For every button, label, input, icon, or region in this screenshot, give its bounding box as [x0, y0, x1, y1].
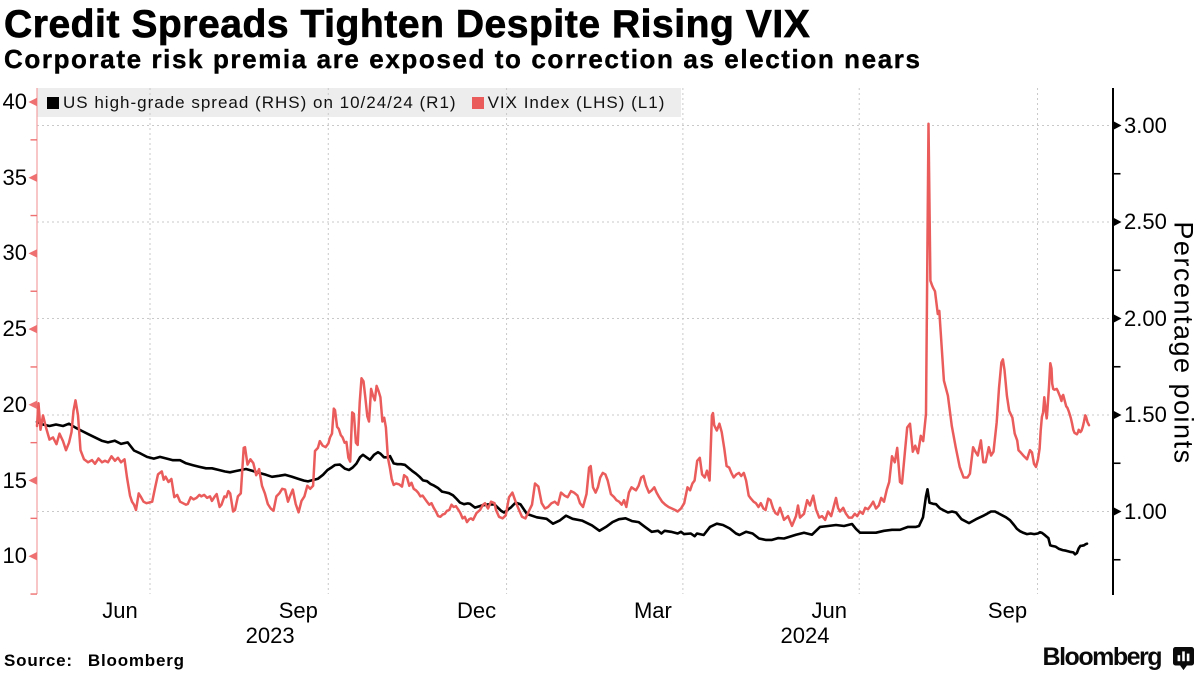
vix-index-line [35, 122, 1091, 528]
x-axis-month-label: Jun [811, 598, 847, 623]
x-axis-year-label: 2023 [245, 623, 295, 648]
right-axis-tick-arrow-icon [1113, 507, 1122, 516]
right-axis-tick-arrow-icon [1113, 410, 1122, 420]
left-axis-tick-arrow-icon [28, 400, 37, 409]
left-axis-tick-label: 10 [2, 543, 27, 569]
chart-title: Credit Spreads Tighten Despite Rising VI… [4, 3, 811, 47]
right-axis-title: Percentage points [1168, 221, 1199, 465]
left-axis-tick-arrow-icon [28, 249, 37, 258]
right-axis-tick-label: 2.50 [1124, 209, 1167, 234]
left-axis-tick-label: 40 [2, 89, 27, 114]
left-axis-tick-label: 30 [2, 240, 27, 266]
bloomberg-logo: Bloomberg [1043, 643, 1194, 672]
legend-item-vix-index: VIX Index (LHS) (L1) [471, 92, 666, 113]
left-axis-tick-label: 20 [2, 391, 27, 417]
right-axis-tick-arrow-icon [1113, 121, 1122, 130]
legend-swatch-red-square-icon [471, 96, 484, 109]
right-axis-tick-arrow-icon [1113, 217, 1122, 227]
x-axis-month-label: Sep [987, 598, 1028, 623]
source-attribution: Source: Bloomberg [4, 651, 185, 671]
left-axis-tick-label: 15 [2, 467, 27, 493]
us-high-grade-spread-line [35, 420, 1089, 556]
right-axis-tick-label: 1.50 [1124, 402, 1167, 427]
right-axis-tick-label: 2.00 [1124, 305, 1167, 331]
source-label: Source: [4, 651, 73, 670]
right-axis-tick-arrow-icon [1113, 314, 1122, 323]
x-axis-month-label: Dec [456, 598, 497, 623]
x-axis-month-label: Jun [102, 598, 138, 623]
legend: US high-grade spread (RHS) on 10/24/24 (… [37, 88, 681, 117]
legend-background [37, 88, 681, 117]
left-axis-tick-arrow-icon [28, 552, 37, 561]
legend-item-us-high-grade-spread: US high-grade spread (RHS) on 10/24/24 (… [47, 93, 457, 113]
left-axis-tick-arrow-icon [28, 324, 37, 334]
legend-item-label: US high-grade spread (RHS) on 10/24/24 (… [63, 92, 457, 112]
source-value: Bloomberg [87, 651, 185, 670]
bloomberg-wordmark: Bloomberg [1042, 643, 1163, 671]
left-axis-tick-arrow-icon [28, 173, 37, 182]
left-axis-tick-arrow-icon [28, 97, 37, 107]
right-axis-tick-label: 1.00 [1124, 498, 1167, 524]
bloomberg-chart-bubble-icon [1173, 646, 1194, 670]
left-axis-tick-label: 25 [2, 316, 27, 342]
legend-item-label: VIX Index (LHS) (L1) [487, 92, 666, 112]
right-axis-tick-label: 3.00 [1124, 112, 1167, 138]
left-axis-tick-label: 35 [2, 164, 27, 190]
chart-subtitle: Corporate risk premia are exposed to cor… [4, 44, 922, 74]
x-axis-month-label: Sep [278, 598, 318, 623]
x-axis-month-label: Mar [633, 598, 672, 623]
left-axis-tick-arrow-icon [28, 476, 37, 485]
x-axis-year-label: 2024 [780, 623, 830, 648]
legend-swatch-black-square-icon [47, 96, 59, 109]
